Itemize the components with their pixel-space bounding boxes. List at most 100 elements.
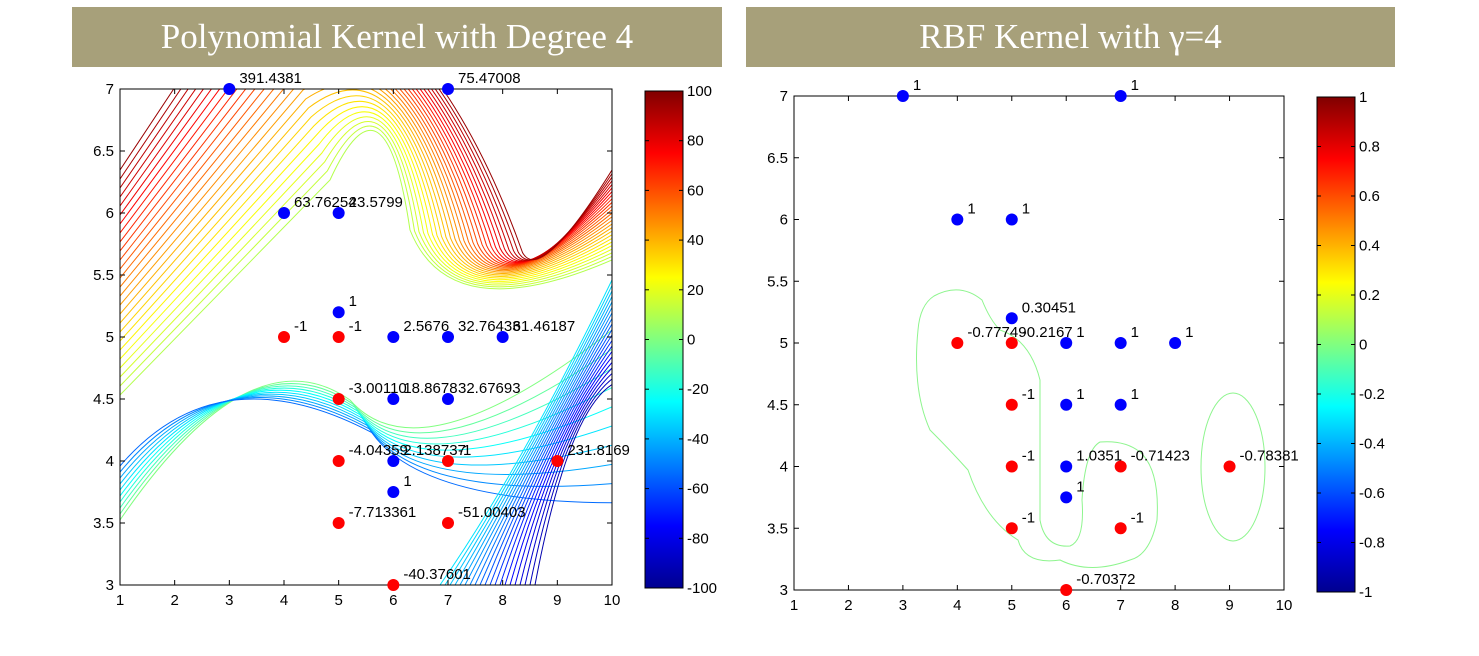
contour-line (509, 356, 612, 585)
data-point (223, 83, 236, 95)
data-label: 231.8169 (567, 442, 630, 459)
data-label: -0.78381 (1240, 448, 1299, 465)
colorbar-tick-label: -0.8 (1359, 535, 1385, 552)
data-label: -0.2167 (1022, 324, 1073, 341)
data-point (1114, 460, 1127, 473)
contour-line (120, 396, 612, 487)
data-point (442, 83, 454, 95)
x-tick-label: 8 (498, 592, 506, 609)
y-tick-label: 6 (106, 205, 114, 222)
y-tick-label: 3.5 (93, 515, 114, 532)
colorbar-tick-label: 0.6 (1359, 188, 1380, 205)
data-label: -1 (1022, 448, 1035, 465)
colorbar-tick-label: -60 (687, 481, 709, 498)
colorbar-tick-label: 1 (1359, 89, 1367, 106)
data-point (1060, 584, 1073, 596)
contour-line (504, 351, 612, 585)
data-point (1005, 312, 1018, 325)
data-point (332, 207, 345, 219)
data-point (332, 517, 345, 529)
data-label: 1 (1076, 478, 1084, 495)
data-point (1060, 337, 1073, 349)
data-point (551, 455, 564, 467)
data-label: 1 (1022, 201, 1030, 218)
data-label: -1 (1022, 386, 1035, 403)
right-contour-lines (916, 289, 1266, 568)
contour-line (494, 340, 612, 585)
y-tick-label: 5.5 (93, 267, 114, 284)
data-label: 32.67693 (458, 380, 521, 397)
y-tick-label: 5 (780, 335, 788, 352)
contour-line (524, 373, 612, 585)
right-colorbar: 1 0.8 0.6 0.4 0.2 0 -0.2 -0.4 -0.6 -0.8 -1 (1316, 89, 1385, 601)
data-point (1005, 522, 1018, 535)
x-tick-label: 4 (280, 592, 288, 609)
y-tick-label: 6 (780, 212, 788, 229)
x-tick-label: 5 (1008, 597, 1016, 614)
x-tick-label: 3 (225, 592, 233, 609)
data-label: 1.0351 (1076, 448, 1122, 465)
x-tick-label: 10 (604, 592, 621, 609)
colorbar-tick-label: 60 (687, 182, 704, 199)
y-tick-label: 3 (106, 577, 114, 594)
contour-line (120, 89, 612, 263)
colorbar-tick-label: -0.4 (1359, 436, 1385, 453)
colorbar-tick-label: 40 (687, 232, 704, 249)
contour-line (120, 89, 612, 266)
data-label: -0.77749 (967, 324, 1026, 341)
x-tick-label: 1 (116, 592, 124, 609)
data-point (442, 393, 454, 405)
colorbar-tick-label: 0.2 (1359, 287, 1380, 304)
colorbar-gradient (644, 90, 684, 589)
data-label: 1 (349, 293, 357, 310)
data-label: 2.138737 (403, 442, 466, 459)
contour-line (120, 89, 612, 297)
data-label: -1 (1022, 509, 1035, 526)
x-tick-label: 9 (553, 592, 561, 609)
left-contour-lines (120, 89, 612, 585)
colorbar-tick-label: -0.6 (1359, 485, 1385, 502)
contour-line (529, 378, 612, 585)
y-tick-label: 4 (106, 453, 114, 470)
contour-line (120, 395, 612, 479)
data-label: 1 (403, 473, 411, 490)
x-tick-label: 7 (1116, 597, 1124, 614)
data-point (1114, 398, 1127, 411)
x-tick-label: 3 (899, 597, 907, 614)
data-label: -7.713361 (349, 504, 417, 521)
data-label: 0.30451 (1022, 299, 1076, 316)
contour-line (120, 329, 612, 521)
data-label: 75.47008 (458, 70, 521, 87)
data-label: 61.46187 (513, 318, 576, 335)
data-point (387, 331, 400, 343)
right-axes: 1 2 3 4 5 6 7 8 9 10 3 3.5 4 4.5 5 5.5 6 6.5 7 (767, 88, 1292, 614)
data-label: 1 (1131, 324, 1139, 341)
y-tick-label: 4.5 (767, 397, 788, 414)
contour-line (484, 329, 612, 585)
colorbar-tick-label: 100 (687, 83, 712, 100)
contour-line (120, 89, 612, 270)
contour-line (120, 89, 612, 279)
data-point (332, 306, 345, 319)
left-colorbar: 100 80 60 40 20 0 -20 -40 -60 -80 -100 (644, 83, 717, 597)
data-point (1060, 398, 1073, 411)
contour-line (469, 312, 612, 585)
data-label: -1 (458, 442, 471, 459)
data-point (442, 331, 454, 343)
y-tick-label: 3 (780, 582, 788, 599)
y-tick-label: 4.5 (93, 391, 114, 408)
data-point (1005, 213, 1018, 226)
contour-line (120, 130, 612, 396)
y-tick-label: 6.5 (93, 143, 114, 160)
data-label: -51.00403 (458, 504, 526, 521)
x-tick-label: 9 (1225, 597, 1233, 614)
contour-line (120, 89, 612, 306)
contour-line (120, 391, 612, 491)
data-label: -1 (294, 318, 307, 335)
data-point (1005, 460, 1018, 473)
y-tick-label: 7 (780, 88, 788, 105)
x-tick-label: 7 (444, 592, 452, 609)
data-point (1114, 522, 1127, 535)
y-tick-label: 4 (780, 459, 788, 476)
